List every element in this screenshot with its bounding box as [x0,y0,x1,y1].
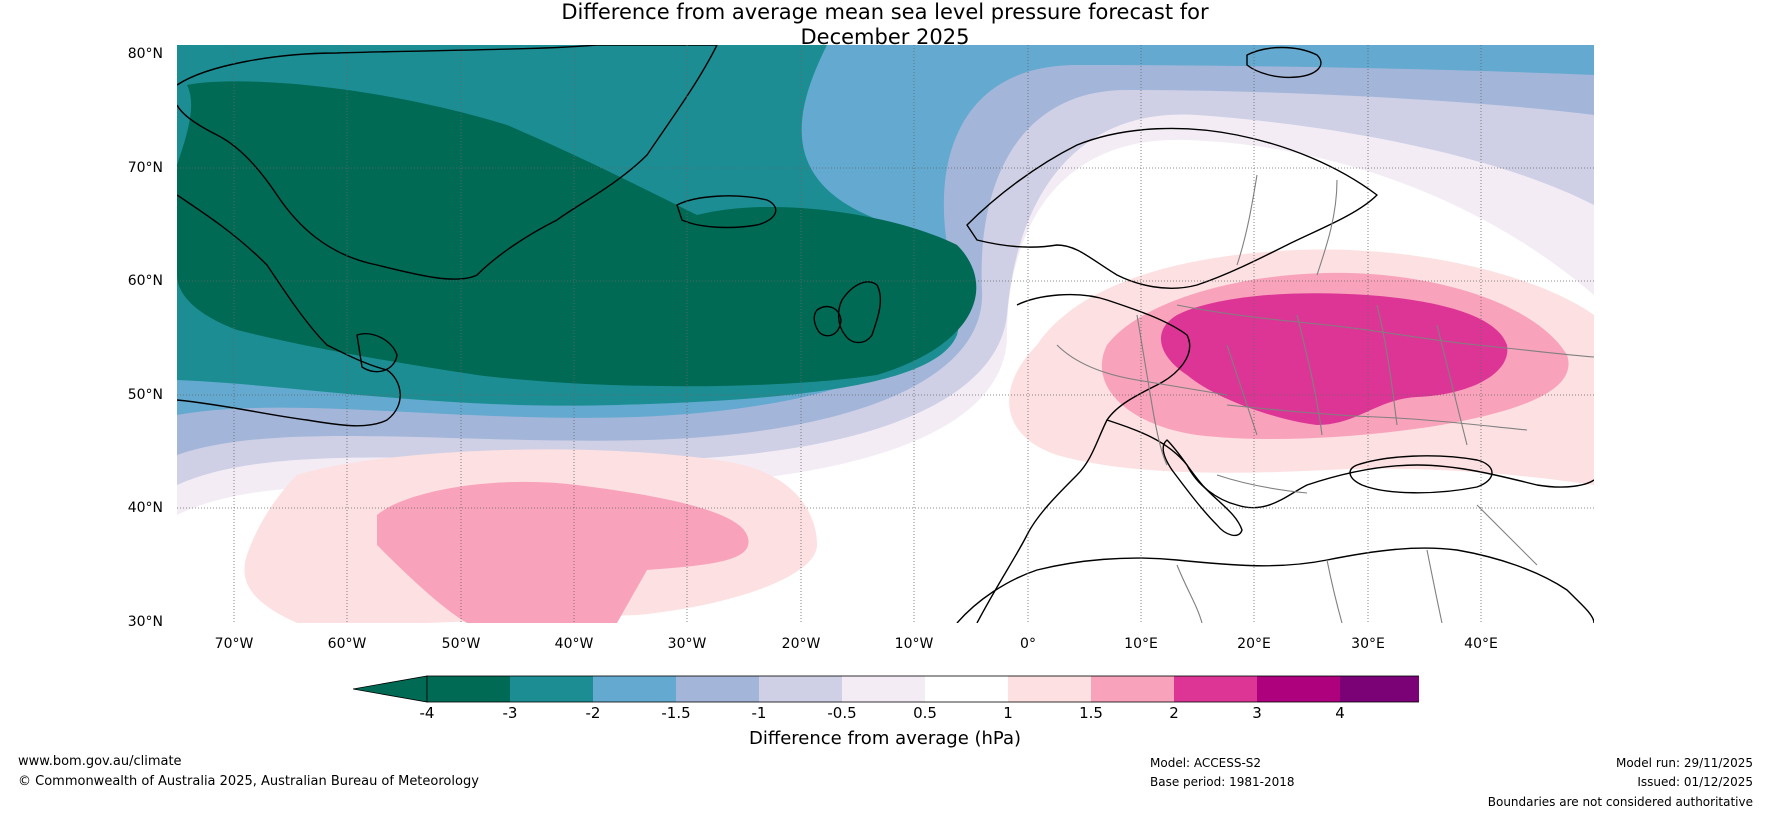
lon-label-10w: 10°W [894,636,934,652]
scandinavia-coast [966,127,1378,289]
lon-label-40e: 40°E [1464,636,1498,652]
colorbar-under-arrow [353,675,428,703]
colorbar-tick-label: -4 [419,704,435,722]
footer-base-period: Base period: 1981-2018 [1150,775,1295,789]
colorbar-tick-label: 1 [1003,704,1013,722]
lon-label-20w: 20°W [781,636,821,652]
black-sea-coast [1349,455,1493,494]
africa-coast [956,547,1594,623]
footer-model-run: Model run: 29/11/2025 [1615,756,1753,770]
colorbar-tick-label: -3 [502,704,518,722]
footer-website[interactable]: www.bom.gov.au/climate [18,754,182,769]
lat-label-50n: 50°N [127,387,163,403]
colorbar-segment [1008,676,1091,702]
contour-minus-4 [177,81,977,387]
ireland-coast [813,305,842,337]
lat-label-80n: 80°N [127,46,163,62]
colorbar-tick-label: -2 [585,704,601,722]
iceland-coast [676,195,777,229]
colorbar-segment [759,676,842,702]
colorbar-segment [1257,676,1340,702]
coastlines [177,45,1594,623]
colorbar-tick-label: 0.5 [913,704,937,722]
colorbar-segment [1174,676,1257,702]
colorbar-label: Difference from average (hPa) [748,728,1022,749]
colorbar-segment [676,676,759,702]
svalbard-coast [1246,46,1322,79]
lon-label-30e: 30°E [1351,636,1385,652]
greenland-coast [177,45,718,280]
graticule [177,45,1594,623]
lon-label-40w: 40°W [554,636,594,652]
map-title: Difference from average mean sea level p… [0,0,1770,50]
country-borders [1056,174,1594,623]
colorbar-segment [1091,676,1174,702]
lon-label-50w: 50°W [441,636,481,652]
colorbar-segment [1340,676,1419,702]
map-title-line1: Difference from average mean sea level p… [561,0,1209,24]
colorbar-tick-label: 2 [1169,704,1179,722]
lon-label-20e: 20°E [1237,636,1271,652]
colorbar-segment [593,676,676,702]
lat-label-30n: 30°N [127,614,163,630]
colorbar-segment [510,676,593,702]
lon-label-30w: 30°W [667,636,707,652]
lon-label-0: 0° [1020,636,1036,652]
colorbar [353,675,1419,703]
contour-plus-1-atlantic [377,481,749,623]
colorbar-tick-label: -1.5 [661,704,691,722]
lat-label-70n: 70°N [127,160,163,176]
colorbar-tick-label: 4 [1335,704,1345,722]
colorbar-segment [427,676,510,702]
footer-disclaimer: Boundaries are not considered authoritat… [1487,795,1753,809]
colorbar-tick-label: -0.5 [827,704,857,722]
colorbar-tick-label: 1.5 [1079,704,1103,722]
footer-copyright: © Commonwealth of Australia 2025, Austra… [18,774,479,789]
contour-plus-1-5 [1160,293,1508,425]
footer-issued: Issued: 01/12/2025 [1637,775,1753,789]
pressure-anomaly-map [177,45,1594,623]
colorbar-segment [842,676,925,702]
colorbar-segment [925,676,1008,702]
lon-label-70w: 70°W [214,636,254,652]
lon-label-60w: 60°W [327,636,367,652]
italy-coast [1162,439,1243,537]
colorbar-frame [426,675,1419,703]
footer-model: Model: ACCESS-S2 [1150,756,1262,770]
colorbar-tick-label: -1 [751,704,767,722]
lat-label-40n: 40°N [127,500,163,516]
newfoundland-coast [356,333,398,373]
lat-label-60n: 60°N [127,273,163,289]
colorbar-tick-label: 3 [1252,704,1262,722]
lon-label-10e: 10°E [1124,636,1158,652]
